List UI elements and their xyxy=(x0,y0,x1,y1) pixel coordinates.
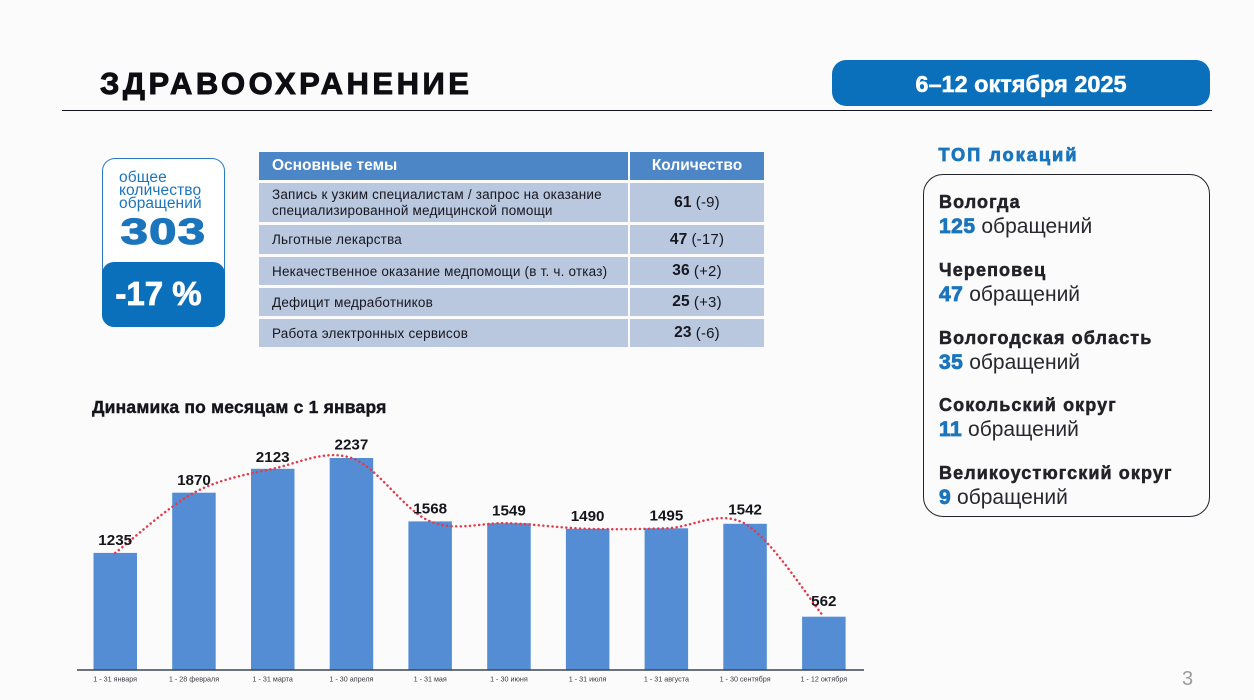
svg-text:2237: 2237 xyxy=(335,437,369,454)
svg-text:1 - 31 марта: 1 - 31 марта xyxy=(253,675,293,684)
svg-text:1490: 1490 xyxy=(571,508,605,525)
svg-text:1 - 30 апреля: 1 - 30 апреля xyxy=(329,675,373,684)
svg-text:1568: 1568 xyxy=(413,501,447,518)
svg-text:2123: 2123 xyxy=(256,449,290,466)
svg-text:1 - 31 января: 1 - 31 января xyxy=(93,675,137,684)
svg-text:1549: 1549 xyxy=(492,503,526,520)
svg-text:1 - 30 сентября: 1 - 30 сентября xyxy=(720,675,771,684)
svg-text:1235: 1235 xyxy=(98,532,132,549)
svg-text:1 - 31 июля: 1 - 31 июля xyxy=(569,675,607,684)
svg-text:562: 562 xyxy=(811,593,836,610)
svg-text:1 - 30 июня: 1 - 30 июня xyxy=(490,675,528,684)
svg-text:1 - 12 октября: 1 - 12 октября xyxy=(800,675,847,684)
svg-text:1495: 1495 xyxy=(650,508,684,525)
svg-text:1542: 1542 xyxy=(728,502,762,519)
svg-text:1 - 31 мая: 1 - 31 мая xyxy=(414,675,447,684)
svg-text:1870: 1870 xyxy=(177,472,211,489)
svg-text:1 - 31 августа: 1 - 31 августа xyxy=(644,675,689,684)
svg-text:1 - 28 февраля: 1 - 28 февраля xyxy=(169,675,219,684)
